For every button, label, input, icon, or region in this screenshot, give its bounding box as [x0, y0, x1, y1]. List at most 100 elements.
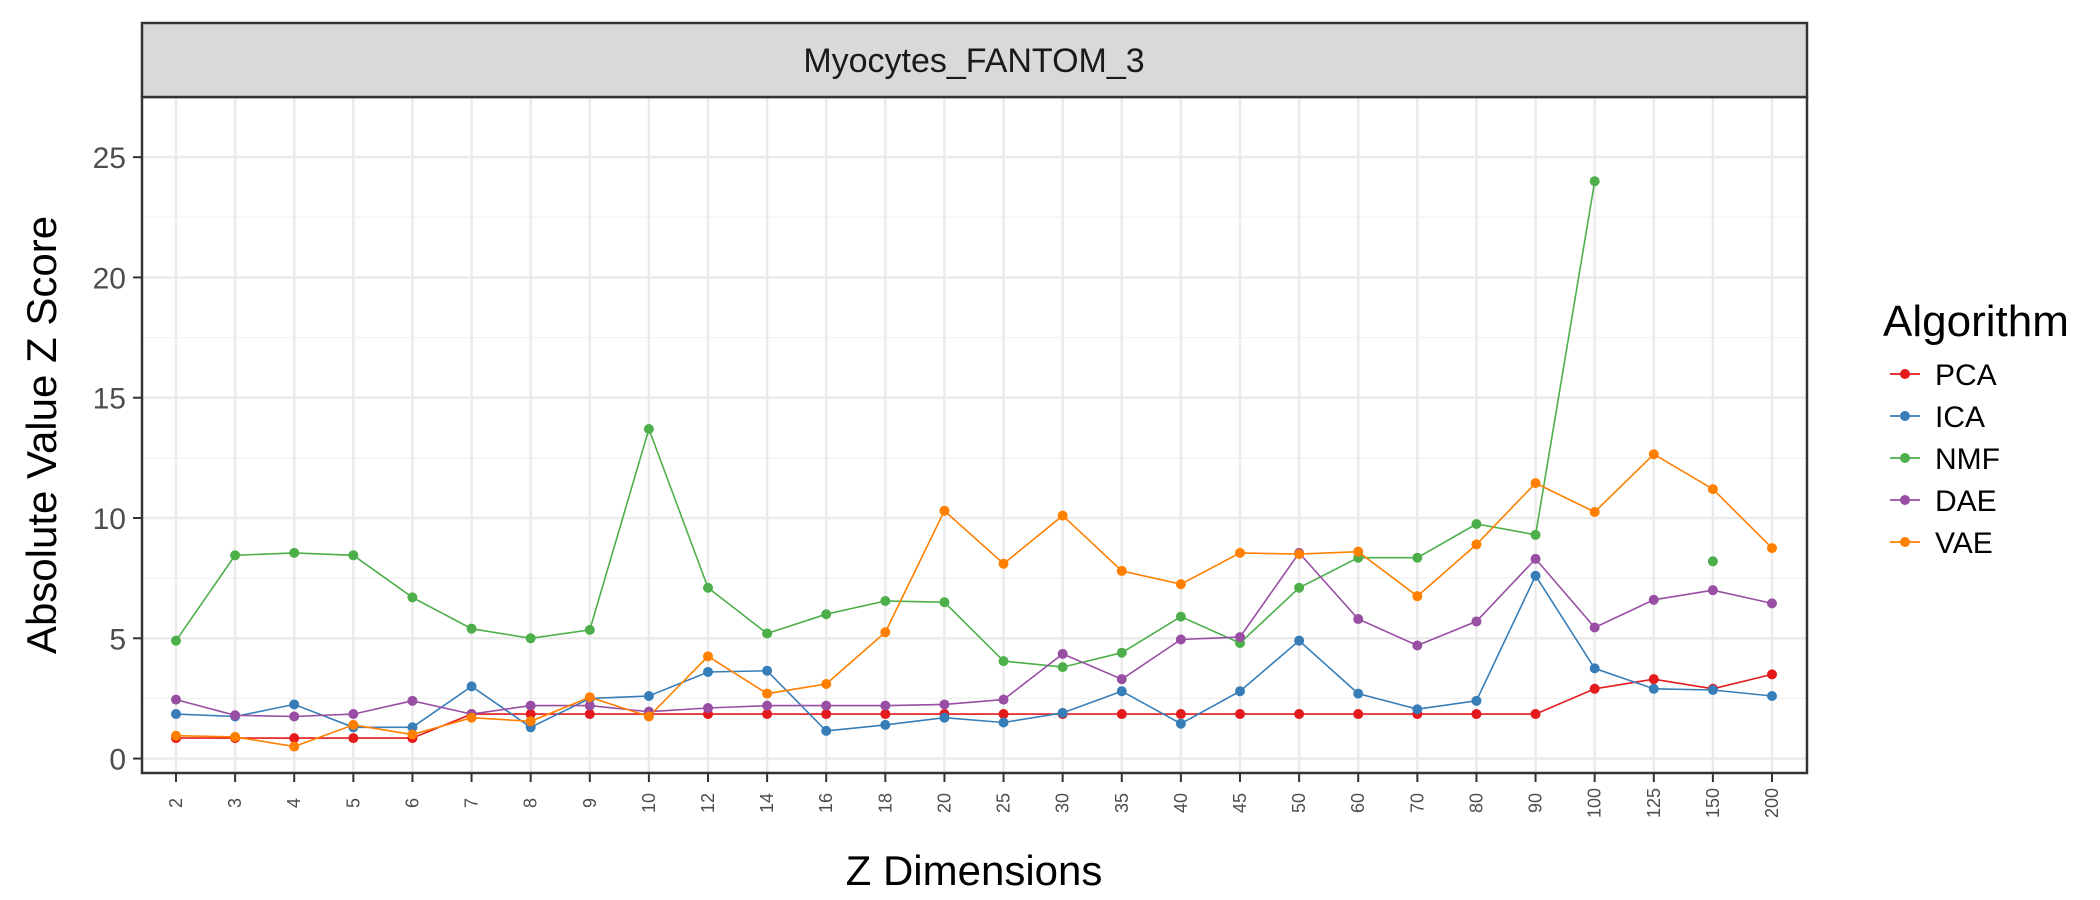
series-nmf: [171, 176, 1718, 673]
data-point: [1235, 632, 1245, 643]
x-tick-label: 9: [580, 798, 600, 808]
data-point: [407, 722, 418, 733]
data-point: [1175, 579, 1186, 590]
x-tick-label: 10: [639, 793, 659, 813]
y-axis-title: Absolute Value Z Score: [18, 216, 65, 654]
legend-item-vae: VAE: [1890, 527, 1993, 560]
x-tick-label: 18: [875, 793, 895, 813]
y-tick-label: 20: [93, 262, 126, 295]
legend-title: Algorithm: [1883, 297, 2069, 346]
data-point: [1707, 685, 1718, 696]
x-tick-label: 80: [1466, 793, 1486, 813]
y-tick-label: 25: [93, 142, 126, 175]
data-point: [1412, 704, 1423, 715]
data-point: [998, 709, 1009, 720]
x-tick-label: 25: [994, 793, 1014, 813]
data-point: [1175, 611, 1186, 622]
data-point: [1471, 616, 1482, 627]
data-point: [1767, 543, 1777, 554]
panel: [140, 95, 1809, 775]
legend-item-nmf: NMF: [1890, 443, 2000, 476]
x-tick-label: 125: [1644, 788, 1664, 818]
data-point: [762, 665, 773, 676]
y-tick-label: 5: [109, 623, 126, 656]
data-point: [1471, 539, 1482, 550]
data-point: [1057, 648, 1068, 659]
data-point: [1530, 529, 1541, 540]
data-point: [762, 628, 773, 639]
data-point: [1294, 549, 1305, 560]
data-point: [1057, 510, 1068, 521]
x-tick-label: 16: [816, 793, 836, 813]
data-point: [525, 700, 536, 711]
data-point: [1294, 635, 1305, 646]
data-point: [998, 694, 1009, 705]
x-tick-label: 14: [757, 793, 777, 813]
data-point: [821, 678, 832, 689]
x-tick-label: 8: [521, 798, 541, 808]
minor-gridlines: [142, 216, 1807, 700]
legend: Algorithm PCA ICA NMF DAE VAE: [1883, 297, 2069, 560]
data-point: [1530, 553, 1541, 564]
legend-label: PCA: [1935, 359, 1997, 392]
data-point: [703, 666, 713, 677]
x-tick-label: 35: [1112, 793, 1132, 813]
data-point: [998, 717, 1009, 728]
data-point: [880, 595, 891, 606]
x-tick-label: 5: [343, 798, 363, 808]
x-tick-label: 200: [1762, 788, 1782, 818]
x-tick-label: 45: [1230, 793, 1250, 813]
series-vae: [171, 449, 1777, 752]
facet-strip: Myocytes_FANTOM_3: [140, 21, 1809, 99]
data-point: [584, 624, 595, 635]
x-tick-label: 40: [1171, 793, 1191, 813]
data-point: [525, 709, 536, 720]
legend-key-point: [1900, 495, 1910, 505]
data-point: [1116, 686, 1127, 697]
legend-key-point: [1900, 369, 1910, 379]
data-point: [1412, 591, 1423, 602]
data-point: [1648, 674, 1659, 685]
data-point: [1471, 709, 1482, 720]
x-tick-label: 100: [1585, 788, 1605, 818]
data-point: [1648, 683, 1659, 694]
data-point: [880, 709, 891, 720]
data-point: [1412, 640, 1423, 651]
data-point: [1707, 556, 1718, 567]
data-point: [762, 700, 773, 711]
data-point: [525, 633, 536, 644]
data-point: [466, 623, 477, 634]
data-point: [1116, 674, 1127, 685]
legend-item-pca: PCA: [1890, 359, 1997, 392]
data-point: [1235, 686, 1245, 697]
x-tick-label: 2: [166, 798, 186, 808]
data-point: [1530, 709, 1541, 720]
data-point: [1175, 718, 1186, 729]
data-point: [171, 635, 181, 646]
x-axis: 2 3 4 5 6 7 8 9 10 12 14 16 18 20 25 30 35 40 45 50 60 70 80 90…: [166, 773, 1782, 818]
data-point: [1471, 695, 1482, 706]
legend-label: NMF: [1935, 443, 2000, 476]
x-tick-label: 6: [402, 798, 422, 808]
data-point: [1412, 552, 1423, 563]
legend-label: ICA: [1935, 401, 1985, 434]
data-point: [407, 729, 418, 740]
data-point: [703, 582, 713, 593]
data-point: [230, 710, 241, 721]
data-point: [643, 691, 654, 702]
data-point: [703, 651, 713, 662]
data-point: [348, 709, 359, 720]
x-tick-label: 70: [1407, 793, 1427, 813]
data-point: [348, 719, 359, 730]
data-point: [939, 712, 950, 723]
data-point: [1235, 547, 1245, 558]
data-point: [643, 711, 654, 722]
data-point: [880, 700, 891, 711]
chart-title: Myocytes_FANTOM_3: [803, 42, 1144, 80]
x-tick-label: 20: [934, 793, 954, 813]
series-layer: [171, 176, 1777, 752]
data-point: [1589, 176, 1600, 187]
series-line: [175, 551, 1773, 718]
data-point: [230, 550, 241, 561]
data-point: [1116, 647, 1127, 658]
